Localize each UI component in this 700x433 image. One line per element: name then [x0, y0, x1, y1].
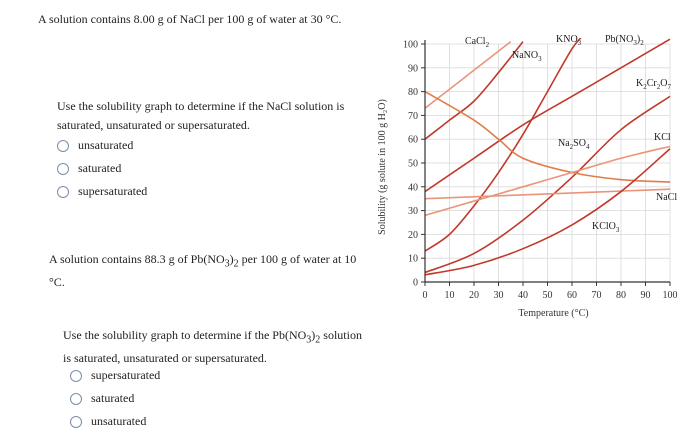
- series-label-pb-no3-2: Pb(NO3)2: [605, 34, 644, 47]
- radio-button[interactable]: [70, 392, 82, 405]
- question-2-prompt: Use the solubility graph to determine if…: [63, 326, 363, 368]
- series-line-cacl2: [425, 41, 524, 140]
- label-subscript: 3: [538, 55, 542, 63]
- q1-option-supersaturated[interactable]: supersaturated: [57, 180, 147, 203]
- label-text: O: [660, 78, 667, 89]
- x-tick-label: 70: [592, 290, 602, 301]
- label-subscript: 2: [643, 83, 647, 91]
- question-2-options: supersaturated saturated unsaturated: [70, 364, 160, 433]
- label-subscript: 3: [633, 39, 637, 47]
- chart-series: [425, 38, 671, 276]
- q2-option-saturated[interactable]: saturated: [70, 387, 160, 410]
- question-2-prompt-text: Use the solubility graph to determine if…: [63, 328, 362, 366]
- question-1-prompt-text: Use the solubility graph to determine if…: [57, 99, 345, 132]
- label-text: Na: [558, 138, 570, 149]
- question-1-heading-text: A solution contains 8.00 g of NaCl per 1…: [38, 12, 342, 26]
- series-label-kno3: KNO3: [556, 34, 582, 47]
- solubility-chart: 0 10 20 30 40 50 60 70 80 90 100 0 10 20 30 40 50 60 70 80 9…: [377, 34, 678, 320]
- series-line-pb-no3-2: [425, 38, 671, 193]
- label-subscript: 2: [640, 39, 644, 47]
- y-tick-label: 90: [408, 63, 418, 74]
- x-tick-label: 60: [567, 290, 577, 301]
- y-tick-label: 10: [408, 254, 418, 265]
- label-subscript: 2: [657, 83, 661, 91]
- series-line-na2so4: [425, 90, 671, 183]
- label-text: ): [637, 34, 640, 45]
- radio-button[interactable]: [70, 369, 82, 382]
- label-text: KClO: [592, 221, 616, 232]
- label-subscript: 4: [586, 143, 590, 151]
- label-subscript: 7: [667, 83, 671, 91]
- option-label: supersaturated: [91, 368, 161, 382]
- series-label-nano3: NaNO3: [512, 50, 542, 63]
- chart-grid: [425, 43, 671, 282]
- y-tick-label: 50: [408, 159, 418, 170]
- series-label-nacl: NaCl: [656, 192, 677, 203]
- series-label-kcl: KCl: [654, 132, 671, 143]
- option-label: saturated: [91, 391, 135, 405]
- x-tick-label: 50: [543, 290, 553, 301]
- series-label-kclo3: KClO3: [592, 221, 620, 234]
- x-tick-label: 90: [641, 290, 651, 301]
- question-1-heading: A solution contains 8.00 g of NaCl per 1…: [38, 10, 358, 29]
- y-tick-label: 30: [408, 206, 418, 217]
- label-subscript: 2: [570, 143, 574, 151]
- radio-button[interactable]: [57, 162, 69, 175]
- q2-option-unsaturated[interactable]: unsaturated: [70, 410, 160, 433]
- series-label-na2so4: Na2SO4: [558, 138, 590, 151]
- x-tick-label: 20: [469, 290, 479, 301]
- label-text: NaNO: [512, 50, 538, 61]
- series-line-kcl: [425, 145, 671, 217]
- q1-option-saturated[interactable]: saturated: [57, 157, 147, 180]
- y-tick-label: 0: [413, 278, 418, 289]
- radio-button[interactable]: [57, 139, 69, 152]
- q2-option-supersaturated[interactable]: supersaturated: [70, 364, 160, 387]
- label-text: KCl: [654, 132, 671, 143]
- q1-option-unsaturated[interactable]: unsaturated: [57, 134, 147, 157]
- y-tick-label: 40: [408, 182, 418, 193]
- label-text: NaCl: [656, 192, 677, 203]
- label-text: Cr: [647, 78, 658, 89]
- series-line-nano3: [425, 40, 512, 109]
- series-label-cacl2: CaCl2: [465, 36, 490, 49]
- series-label-k2cr2o7: K2Cr2O7: [636, 78, 671, 91]
- label-text: KNO: [556, 34, 578, 45]
- x-tick-label: 0: [423, 290, 428, 301]
- x-tick-label: 30: [494, 290, 504, 301]
- label-subscript: 2: [486, 41, 490, 49]
- x-tick-label: 40: [518, 290, 528, 301]
- option-label: saturated: [78, 161, 122, 175]
- y-tick-label: 60: [408, 135, 418, 146]
- label-subscript: 3: [578, 39, 582, 47]
- question-2-heading: A solution contains 88.3 g of Pb(NO3)2 p…: [49, 250, 364, 292]
- chart-axes: 0 10 20 30 40 50 60 70 80 90 100 0 10 20 30 40 50 60 70 80 9…: [377, 40, 678, 320]
- question-2-heading-text: A solution contains 88.3 g of Pb(NO3)2 p…: [49, 252, 357, 290]
- y-tick-label: 70: [408, 111, 418, 122]
- label-text: Pb(NO: [605, 34, 633, 45]
- series-line-nacl: [425, 188, 671, 200]
- y-tick-label: 80: [408, 87, 418, 98]
- series-line-kclo3: [425, 148, 671, 276]
- y-tick-label: 20: [408, 230, 418, 241]
- series-line-k2cr2o7: [425, 95, 671, 274]
- label-text: CaCl: [465, 36, 486, 47]
- radio-button[interactable]: [57, 185, 69, 198]
- label-text: K: [636, 78, 644, 89]
- question-1-options: unsaturated saturated supersaturated: [57, 134, 147, 203]
- label-text: SO: [573, 138, 586, 149]
- y-tick-label: 100: [403, 40, 418, 51]
- series-line-kno3: [425, 38, 582, 252]
- label-subscript: 3: [616, 226, 620, 234]
- option-label: supersaturated: [78, 184, 148, 198]
- y-axis-label: Solubility (g solute in 100 g H₂O): [377, 99, 388, 235]
- question-1-prompt: Use the solubility graph to determine if…: [57, 97, 357, 135]
- option-label: unsaturated: [91, 414, 147, 428]
- x-axis-label: Temperature (°C): [518, 308, 588, 319]
- x-tick-label: 80: [616, 290, 626, 301]
- option-label: unsaturated: [78, 138, 134, 152]
- x-tick-label: 10: [445, 290, 455, 301]
- x-tick-label: 100: [663, 290, 678, 301]
